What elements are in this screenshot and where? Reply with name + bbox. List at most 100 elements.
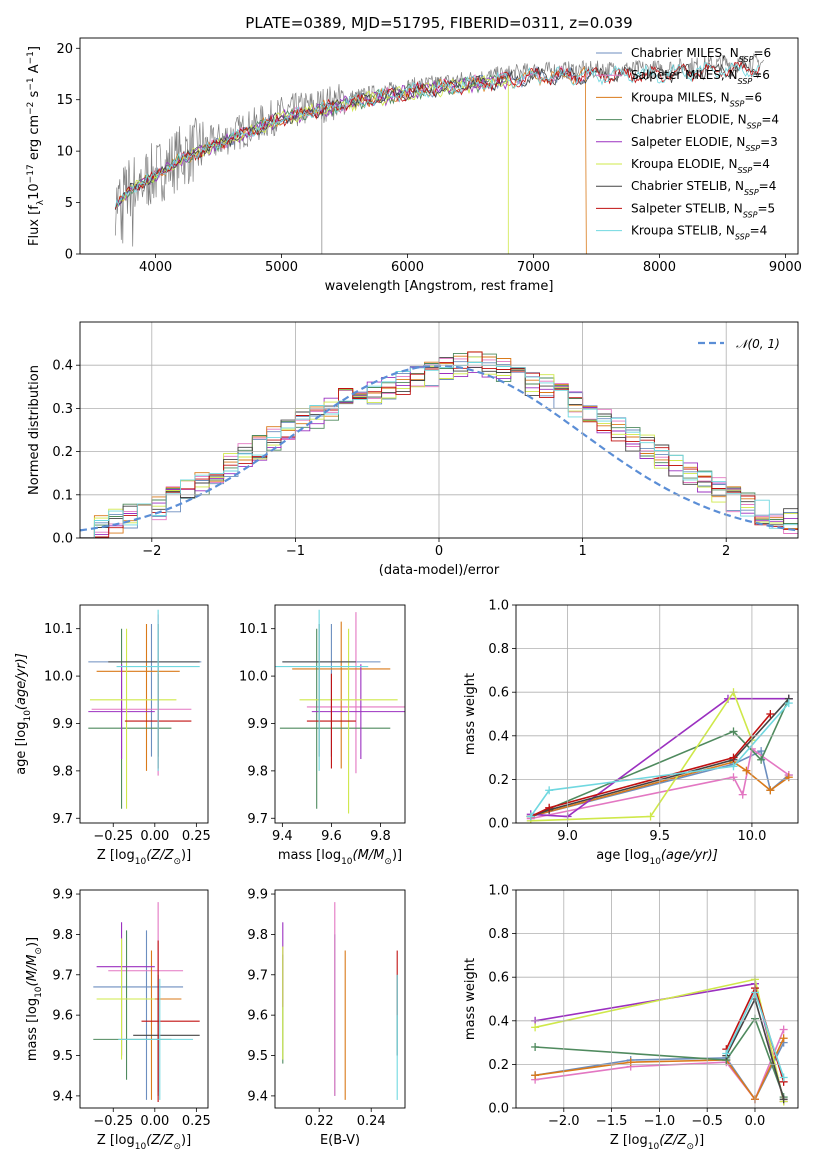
- y-tick-label: 10.0: [239, 670, 268, 685]
- y-tick-label: 9.6: [247, 1009, 268, 1024]
- y-axis-label: Normed distribution: [27, 365, 42, 495]
- axes-spectrum: 4000 5000 6000 7000 8000 9000 0 5 10 15 20 waveleng…: [26, 37, 802, 294]
- mass-weight-line: [530, 697, 789, 818]
- y-tick-label: 9.8: [52, 928, 73, 943]
- y-tick-label: 9.9: [247, 888, 268, 903]
- axes-age-vs-mass: 9.4 9.6 9.8 9.7 9.8 9.9 10.0 10.1 mass [log10(M/…: [239, 604, 406, 867]
- x-tick-label: 9.5: [649, 829, 670, 844]
- y-tick-label: 9.7: [247, 812, 268, 827]
- mass-weight-line: [535, 1016, 785, 1098]
- legend-entry: Kroupa MILES, NSSP=6: [631, 90, 762, 108]
- y-tick-label: 9.9: [52, 717, 73, 732]
- x-axis-label: wavelength [Angstrom, rest frame]: [325, 279, 554, 294]
- y-tick-label: 0.0: [52, 532, 73, 547]
- x-tick-label: 1: [578, 544, 586, 559]
- error-bar-point: [311, 664, 405, 760]
- axes-frame: [79, 37, 799, 255]
- x-tick-label: 0.25: [182, 1114, 211, 1129]
- y-tick-label: 0: [65, 248, 73, 263]
- y-tick-label: 9.4: [247, 1089, 268, 1104]
- y-tick-label: 0.2: [488, 1058, 509, 1073]
- mass-weight-marker: [531, 1071, 540, 1080]
- y-tick-label: 9.7: [52, 812, 73, 827]
- x-tick-label: 6000: [391, 260, 424, 275]
- x-tick-label: −2.0: [548, 1114, 580, 1129]
- y-tick-label: 5: [65, 196, 73, 211]
- mass-weight-marker: [526, 812, 535, 821]
- x-tick-label: 0.25: [182, 829, 211, 844]
- x-tick-label: 9.8: [370, 829, 391, 844]
- axes-frame: [515, 604, 799, 824]
- x-tick-label: 0.22: [305, 1114, 334, 1129]
- axes-frame: [79, 889, 209, 1109]
- x-tick-label: 7000: [517, 260, 550, 275]
- y-axis-label: mass weight: [463, 673, 478, 755]
- y-tick-label: 10.1: [44, 622, 73, 637]
- y-tick-label: 9.7: [247, 968, 268, 983]
- mass-weight-line: [530, 702, 790, 817]
- model-spectrum-line: [114, 61, 760, 210]
- axes-mass-weight-vs-Z: −2.0 −1.5 −1.0 −0.5 0.0 0.0 0.2 0.4 0.6 0.8 1.0 Z […: [463, 884, 799, 1152]
- y-tick-label: 0.4: [52, 359, 73, 374]
- y-tick-label: 1.0: [488, 884, 509, 899]
- error-bar-point: [306, 673, 356, 769]
- x-tick-label: 9.4: [272, 829, 293, 844]
- y-tick-label: 9.9: [247, 717, 268, 732]
- y-tick-label: 0.4: [488, 1014, 509, 1029]
- legend-entry: 𝒩(0, 1): [736, 337, 780, 351]
- x-tick-label: 4000: [139, 260, 172, 275]
- mass-weight-marker: [784, 699, 793, 708]
- x-tick-label: 10.0: [737, 829, 766, 844]
- model-spectrum-line: [114, 62, 760, 208]
- plot-area: [93, 902, 200, 1102]
- x-axis-label: Z [log10(Z/Z⊙)]: [610, 1133, 704, 1152]
- mass-weight-marker: [729, 762, 738, 771]
- figure-title: PLATE=0389, MJD=51795, FIBERID=0311, z=0…: [245, 14, 632, 32]
- x-axis-label: (data-model)/error: [379, 563, 500, 578]
- axes-mass-vs-Z: −0.25 0.00 0.25 9.4 9.5 9.6 9.7 9.8 9.9 Z [log10(…: [25, 888, 211, 1152]
- y-tick-label: 0.6: [488, 686, 509, 701]
- x-tick-label: 0.24: [357, 1114, 386, 1129]
- mass-weight-line: [530, 698, 790, 818]
- error-bar-point: [89, 628, 177, 809]
- x-tick-label: 8000: [643, 260, 676, 275]
- mass-weight-line: [530, 690, 753, 822]
- mass-weight-marker: [545, 803, 554, 812]
- mass-weight-marker: [531, 1042, 540, 1051]
- error-bar-point: [275, 609, 369, 771]
- x-tick-label: 0: [435, 544, 443, 559]
- error-bar-point: [96, 623, 180, 771]
- x-tick-label: 0.00: [140, 829, 169, 844]
- y-tick-label: 0.2: [52, 445, 73, 460]
- mass-weight-marker: [646, 812, 655, 821]
- axes-age-vs-Z: −0.25 0.00 0.25 9.7 9.8 9.9 10.0 10.1 Z [log10(Z…: [14, 604, 211, 867]
- mass-weight-marker: [757, 755, 766, 764]
- mass-weight-marker: [738, 790, 747, 799]
- y-tick-label: 9.4: [52, 1089, 73, 1104]
- y-tick-label: 10.1: [239, 622, 268, 637]
- plot-area: [114, 53, 764, 254]
- plot-area: [282, 902, 398, 1100]
- error-bar-point: [116, 609, 200, 771]
- axes-frame: [274, 889, 406, 1109]
- mass-weight-marker: [729, 773, 738, 782]
- mass-weight-marker: [779, 1095, 788, 1104]
- x-tick-label: 9.0: [557, 829, 578, 844]
- legend-entry: Kroupa STELIB, NSSP=4: [631, 224, 767, 242]
- mass-weight-marker: [545, 786, 554, 795]
- x-tick-label: −2: [142, 544, 161, 559]
- x-tick-label: −1.5: [596, 1114, 628, 1129]
- plot-area: [88, 609, 202, 809]
- x-axis-label: mass [log10(M/M⊙)]: [278, 848, 402, 867]
- y-axis-label: mass [log10(M/M⊙)]: [25, 937, 44, 1061]
- x-axis-label: E(B-V): [320, 1133, 360, 1148]
- x-tick-label: −0.25: [93, 829, 133, 844]
- axes-frame: [274, 604, 406, 824]
- x-tick-label: −0.25: [93, 1114, 133, 1129]
- y-tick-label: 20: [56, 42, 73, 57]
- legend-entry: Chabrier STELIB, NSSP=4: [631, 179, 776, 197]
- y-tick-label: 0.8: [488, 642, 509, 657]
- x-tick-label: −1: [286, 544, 305, 559]
- x-tick-label: 9000: [769, 260, 802, 275]
